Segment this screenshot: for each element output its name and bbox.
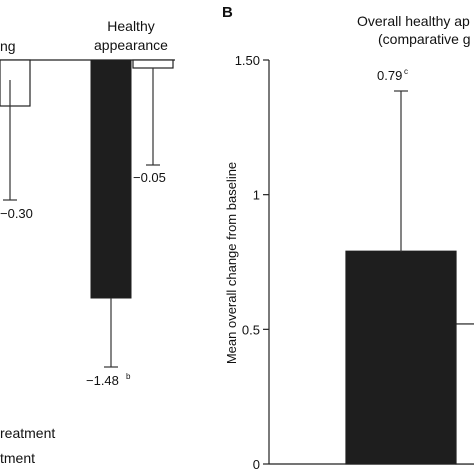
panel-b-y-tick-label: 1: [253, 188, 260, 203]
panel-a-legend-entry-2: tment: [0, 450, 35, 466]
panel-b-y-tick-label: 0: [253, 457, 260, 472]
panel-b-comparator-bar: [455, 323, 474, 465]
panel-a-category-label-left: ng: [0, 38, 16, 54]
panel-a-left-comparator-bar: [0, 59, 31, 107]
panel-b-title-line2: (comparative g: [378, 31, 471, 47]
panel-a: ng Healthy appearance −0.30 −1.48 b −0.0…: [0, 18, 175, 466]
panel-b-letter: B: [222, 4, 233, 21]
panel-a-category-label-line1: Healthy: [107, 18, 154, 34]
panel-a-treatment-value-label: −1.48: [86, 373, 119, 388]
panel-b-treatment-bar: [345, 250, 457, 465]
panel-b-y-tick-label: 0.5: [242, 322, 260, 337]
panel-b-bars: [345, 250, 474, 465]
panel-a-legend-entry-1: reatment: [0, 425, 55, 441]
panel-a-left-value-label: −0.30: [0, 206, 33, 221]
panel-b-y-tick-label: 1.50: [235, 53, 260, 68]
panel-b-title-line1: Overall healthy ap: [357, 13, 470, 29]
panel-a-category-label-line2: appearance: [94, 37, 168, 53]
panel-b-treatment-value-label: 0.79: [377, 68, 402, 83]
panel-b-y-ticks: 0 0.5 1 1.50: [235, 53, 269, 472]
panel-a-comparator-value-label: −0.05: [133, 170, 166, 185]
panel-b-y-axis-label: Mean overall change from baseline: [224, 162, 239, 364]
panel-a-treatment-bar: [90, 59, 132, 299]
panel-b: B Overall healthy ap (comparative g Mean…: [222, 4, 474, 472]
panel-b-treatment-superscript: c: [404, 67, 408, 76]
panel-a-treatment-superscript: b: [126, 372, 131, 381]
panel-a-comparator-bar: [132, 59, 174, 69]
